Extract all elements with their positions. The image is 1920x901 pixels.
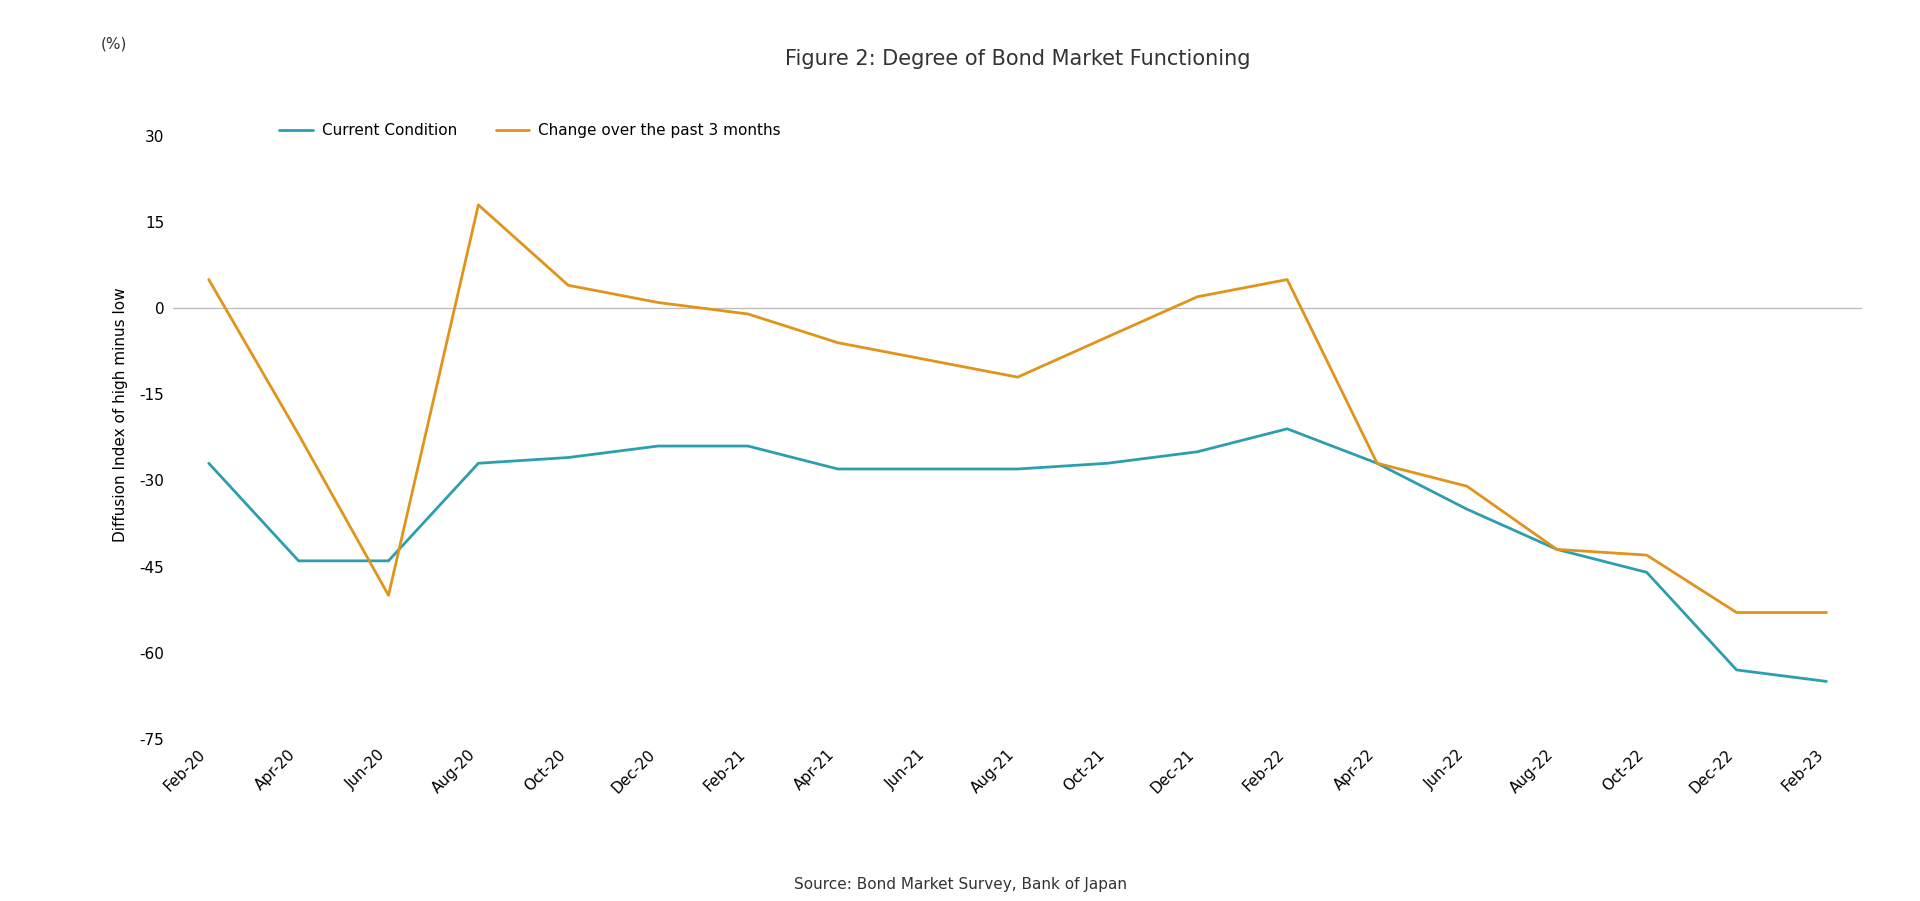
Legend: Current Condition, Change over the past 3 months: Current Condition, Change over the past … [273,117,787,144]
Title: Figure 2: Degree of Bond Market Functioning: Figure 2: Degree of Bond Market Function… [785,49,1250,69]
Text: (%): (%) [100,36,127,51]
Text: Source: Bond Market Survey, Bank of Japan: Source: Bond Market Survey, Bank of Japa… [793,877,1127,892]
Y-axis label: Diffusion Index of high minus low: Diffusion Index of high minus low [113,287,129,542]
